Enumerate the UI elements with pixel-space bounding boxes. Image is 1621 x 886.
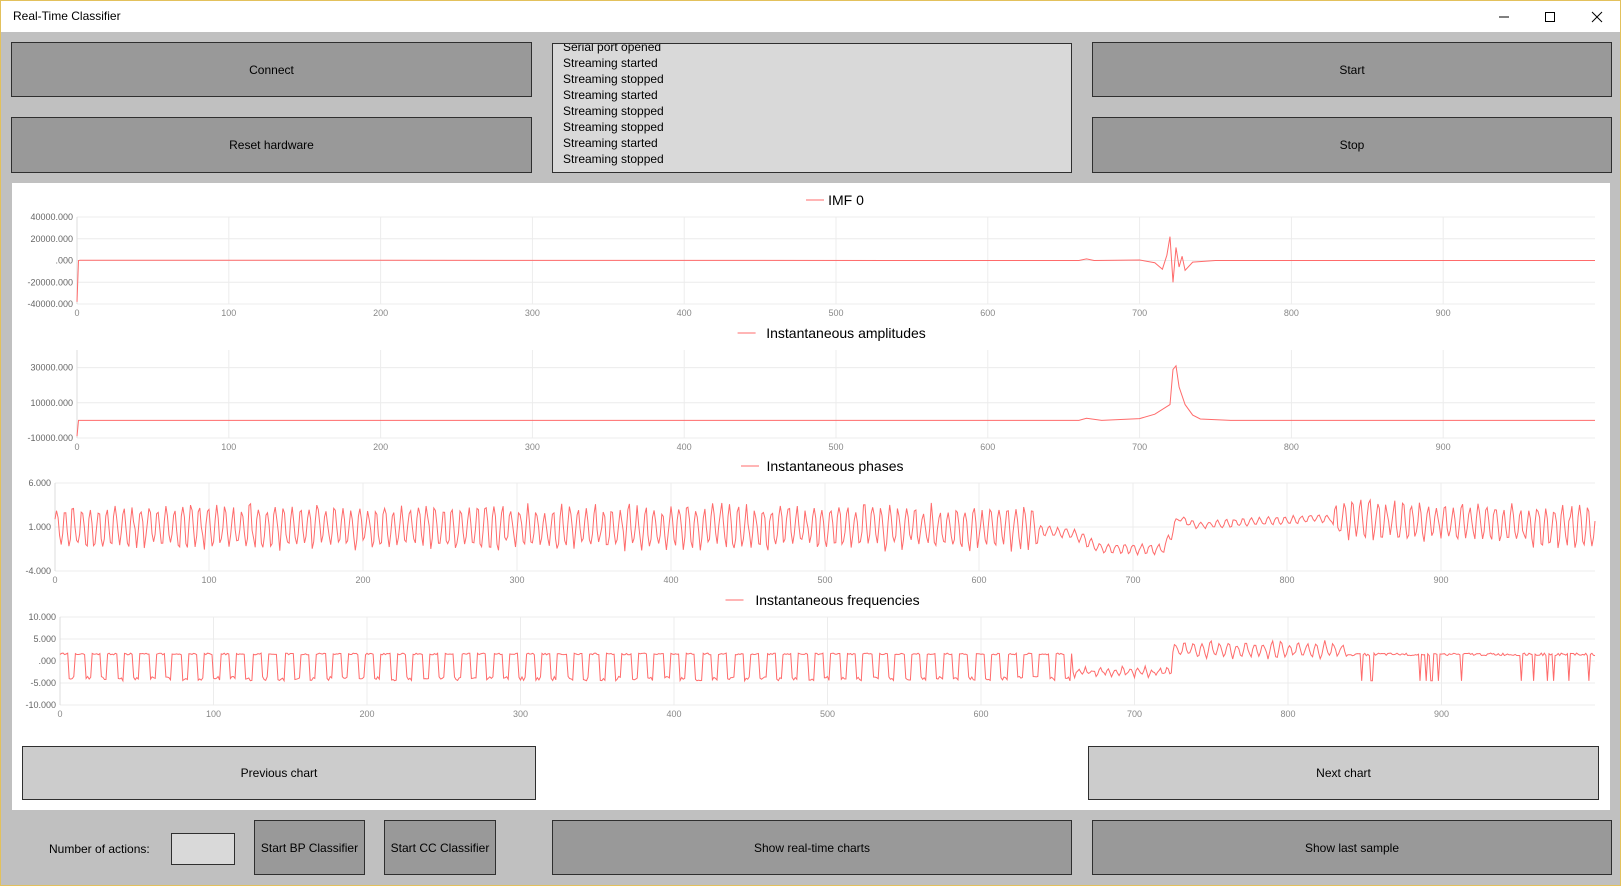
x-tick-label: 200 xyxy=(373,442,388,452)
y-tick-label: 5.000 xyxy=(33,634,56,644)
maximize-icon xyxy=(1545,11,1555,22)
y-tick-label: 40000.000 xyxy=(30,212,73,222)
y-tick-label: -10.000 xyxy=(25,700,56,710)
x-tick-label: 900 xyxy=(1434,709,1449,719)
series-line xyxy=(54,498,1596,557)
x-tick-label: 100 xyxy=(201,575,216,585)
series-line xyxy=(76,236,1595,302)
y-tick-label: -20000.000 xyxy=(27,277,73,287)
x-tick-label: 400 xyxy=(666,709,681,719)
close-icon xyxy=(1591,11,1603,22)
x-tick-label: 200 xyxy=(359,709,374,719)
x-tick-label: 600 xyxy=(980,308,995,318)
y-tick-label: -10000.000 xyxy=(27,433,73,443)
status-log[interactable]: Serial port opened Streaming started Str… xyxy=(552,43,1072,173)
show-real-time-charts-button[interactable]: Show real-time charts xyxy=(552,820,1072,875)
x-tick-label: 500 xyxy=(828,442,843,452)
y-tick-label: 30000.000 xyxy=(30,363,73,373)
x-tick-label: 800 xyxy=(1284,308,1299,318)
x-tick-label: 200 xyxy=(373,308,388,318)
stop-button[interactable]: Stop xyxy=(1092,117,1612,173)
x-tick-label: 100 xyxy=(221,308,236,318)
x-tick-label: 200 xyxy=(355,575,370,585)
start-cc-classifier-button[interactable]: Start CC Classifier xyxy=(384,820,496,875)
y-tick-label: .000 xyxy=(38,656,56,666)
x-tick-label: 600 xyxy=(971,575,986,585)
start-button[interactable]: Start xyxy=(1092,42,1612,97)
x-tick-label: 700 xyxy=(1125,575,1140,585)
x-tick-label: 600 xyxy=(973,709,988,719)
x-tick-label: 700 xyxy=(1132,308,1147,318)
reset-hardware-button[interactable]: Reset hardware xyxy=(11,117,532,173)
x-tick-label: 300 xyxy=(525,442,540,452)
y-tick-label: 10.000 xyxy=(28,612,56,622)
log-line: Streaming started xyxy=(563,56,658,70)
previous-chart-button[interactable]: Previous chart xyxy=(22,746,536,800)
x-tick-label: 800 xyxy=(1280,709,1295,719)
x-tick-label: 300 xyxy=(525,308,540,318)
charts-area: IMF 00 100 200 300 400 500 600 700 800 90040000.0… xyxy=(25,192,1596,719)
log-line: Streaming started xyxy=(563,88,658,102)
x-tick-label: 0 xyxy=(74,308,79,318)
x-tick-label: 0 xyxy=(57,709,62,719)
chart-title: Instantaneous phases xyxy=(767,458,904,474)
x-tick-label: 100 xyxy=(206,709,221,719)
chart-title: Instantaneous amplitudes xyxy=(766,325,926,341)
y-tick-label: .000 xyxy=(55,256,73,266)
x-tick-label: 100 xyxy=(221,442,236,452)
y-tick-label: -4.000 xyxy=(25,566,51,576)
chart-panel: IMF 0 0 100 200 300 400 500 600 700 800 900 40000.0… xyxy=(12,183,1610,810)
window-title: Real-Time Classifier xyxy=(13,9,121,23)
number-of-actions-input[interactable] xyxy=(171,833,235,865)
x-tick-label: 300 xyxy=(513,709,528,719)
close-button[interactable] xyxy=(1574,1,1620,32)
x-tick-label: 300 xyxy=(509,575,524,585)
series-line xyxy=(59,639,1596,683)
x-tick-label: 700 xyxy=(1132,442,1147,452)
show-last-sample-button[interactable]: Show last sample xyxy=(1092,820,1612,875)
maximize-button[interactable] xyxy=(1527,1,1573,32)
x-tick-label: 700 xyxy=(1127,709,1142,719)
x-tick-label: 500 xyxy=(817,575,832,585)
log-line: Streaming stopped xyxy=(563,120,664,134)
y-tick-label: -5.000 xyxy=(30,678,56,688)
log-line: Streaming stopped xyxy=(563,104,664,118)
y-tick-label: 20000.000 xyxy=(30,234,73,244)
minimize-icon xyxy=(1499,16,1509,17)
x-tick-label: 400 xyxy=(663,575,678,585)
y-tick-label: 10000.000 xyxy=(30,398,73,408)
start-bp-classifier-button[interactable]: Start BP Classifier xyxy=(254,820,365,875)
x-tick-label: 0 xyxy=(52,575,57,585)
log-line: Streaming stopped xyxy=(563,72,664,86)
x-tick-label: 400 xyxy=(677,442,692,452)
y-tick-label: -40000.000 xyxy=(27,299,73,309)
connect-button[interactable]: Connect xyxy=(11,42,532,97)
x-tick-label: 900 xyxy=(1436,308,1451,318)
x-tick-label: 500 xyxy=(820,709,835,719)
minimize-button[interactable] xyxy=(1481,1,1527,32)
x-tick-label: 500 xyxy=(828,308,843,318)
log-line: Streaming started xyxy=(563,136,658,150)
x-tick-label: 800 xyxy=(1279,575,1294,585)
x-tick-label: 0 xyxy=(74,442,79,452)
x-tick-label: 400 xyxy=(677,308,692,318)
x-tick-label: 900 xyxy=(1436,442,1451,452)
x-tick-label: 900 xyxy=(1433,575,1448,585)
chart-title: IMF 0 xyxy=(828,192,864,208)
x-tick-label: 600 xyxy=(980,442,995,452)
status-log-lines: Serial port opened Streaming started Str… xyxy=(563,43,664,167)
log-line: Serial port opened xyxy=(563,43,662,54)
y-tick-label: 1.000 xyxy=(28,522,51,532)
chart-title: Instantaneous frequencies xyxy=(755,592,919,608)
next-chart-button[interactable]: Next chart xyxy=(1088,746,1599,800)
number-of-actions-label: Number of actions: xyxy=(49,842,150,856)
y-tick-label: 6.000 xyxy=(28,478,51,488)
log-line: Streaming stopped xyxy=(563,152,664,166)
x-tick-label: 800 xyxy=(1284,442,1299,452)
title-bar: Real-Time Classifier xyxy=(1,1,1620,32)
series-line xyxy=(76,364,1595,437)
